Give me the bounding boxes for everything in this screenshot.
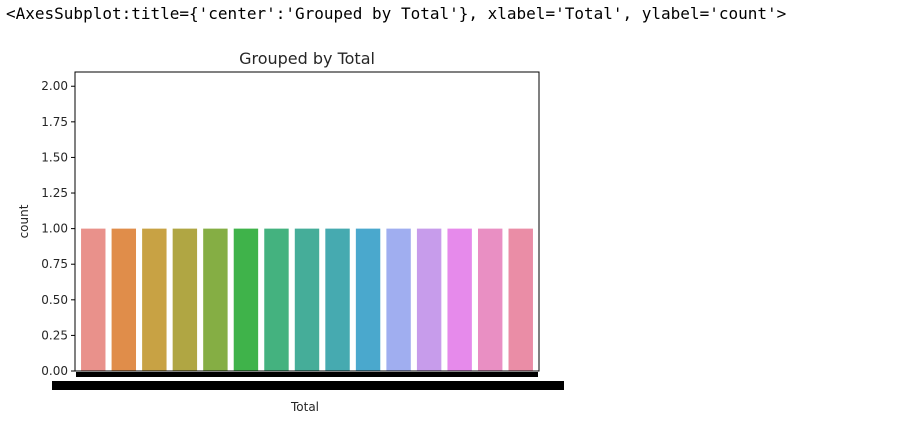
bar <box>233 228 259 371</box>
bar <box>111 228 137 371</box>
bar <box>203 228 228 371</box>
y-tick-label: 0.25 <box>41 328 68 342</box>
y-tick-label: 0.75 <box>41 257 68 271</box>
x-tick-labels-overlapping <box>52 381 564 390</box>
y-tick-label: 1.00 <box>41 222 68 236</box>
bar <box>416 228 442 371</box>
y-tick-label: 1.25 <box>41 186 68 200</box>
y-axis-label: count <box>17 204 31 238</box>
x-tick-marks-band <box>76 372 538 377</box>
bar <box>386 228 411 371</box>
bar <box>477 228 503 371</box>
y-tick-label: 2.00 <box>41 79 68 93</box>
y-tick-label: 0.00 <box>41 364 68 378</box>
output-repr-text: <AxesSubplot:title={'center':'Grouped by… <box>6 4 787 23</box>
bar <box>355 228 381 371</box>
chart-title: Grouped by Total <box>239 49 375 68</box>
axes-frame <box>74 71 540 372</box>
y-tick-label: 1.50 <box>41 150 68 164</box>
bar <box>325 228 350 371</box>
bar <box>172 228 198 371</box>
y-tick-label: 0.50 <box>41 293 68 307</box>
bar <box>447 228 472 371</box>
y-axis: 0.00 0.25 0.50 0.75 1.00 1.25 1.50 1.75 2.00 <box>41 79 75 378</box>
bar <box>294 228 320 371</box>
bar <box>142 228 167 371</box>
bar <box>508 228 533 371</box>
bar <box>81 228 106 371</box>
x-axis-label: Total <box>290 400 319 414</box>
bars-group <box>81 228 533 371</box>
x-axis-ticks <box>52 372 564 390</box>
bar <box>264 228 289 371</box>
y-tick-label: 1.75 <box>41 115 68 129</box>
